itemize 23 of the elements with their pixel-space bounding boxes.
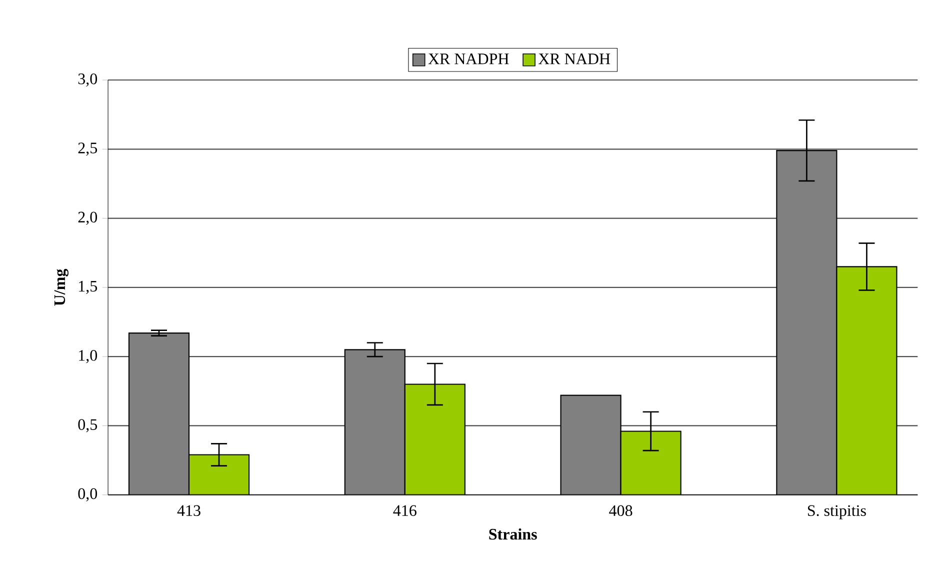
bar	[128, 332, 190, 495]
y-axis-title: U/mg	[54, 268, 68, 306]
legend-label: XR NADH	[538, 54, 610, 64]
y-tick-label: 2,0	[78, 212, 98, 225]
bar	[776, 150, 838, 495]
y-tick-label: 3,0	[78, 74, 98, 87]
y-tick-label: 2,5	[78, 142, 98, 156]
x-tick-label: 416	[393, 505, 416, 516]
y-tick-label: 0,5	[78, 419, 98, 432]
bar	[560, 394, 622, 495]
bar	[836, 266, 898, 495]
y-tick-label: 0,0	[78, 488, 98, 502]
x-tick-label: S. stipitis	[808, 505, 866, 520]
x-tick-label: 408	[609, 505, 632, 516]
bar	[404, 384, 466, 495]
x-axis-title: Strains	[489, 528, 537, 540]
legend-label: XR NADPH	[428, 54, 509, 64]
y-tick-label: 1,5	[79, 280, 98, 294]
bar	[620, 430, 682, 495]
bar	[188, 454, 250, 495]
x-tick-label: 413	[177, 505, 200, 516]
bar	[344, 349, 406, 495]
y-tick-label: 1,0	[79, 350, 98, 364]
